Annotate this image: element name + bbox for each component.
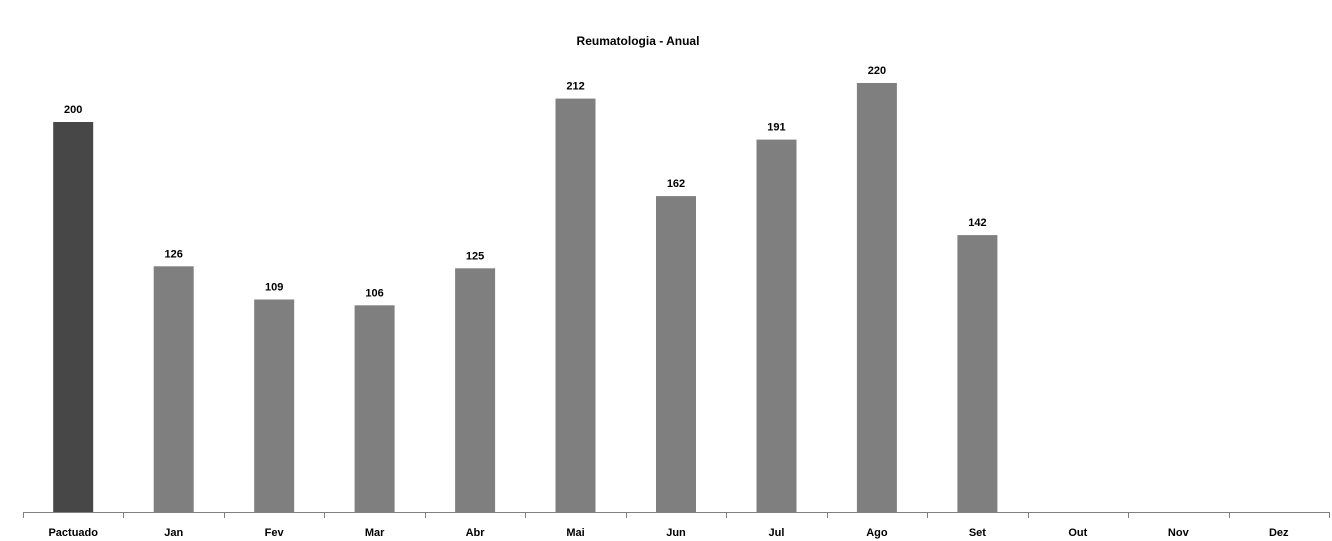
x-tick-label-pactuado: Pactuado [48, 527, 98, 539]
chart-title: Reumatologia - Anual [577, 34, 700, 48]
x-tick-label-nov: Nov [1168, 527, 1190, 539]
x-tick-label-dez: Dez [1269, 527, 1289, 539]
bar-jul [756, 139, 797, 512]
bar-ago [856, 83, 897, 512]
data-label-set: 142 [968, 217, 986, 229]
x-tick-label-out: Out [1068, 527, 1087, 539]
x-tick-label-mai: Mai [566, 527, 584, 539]
bar-mai [555, 98, 596, 512]
data-label-ago: 220 [868, 65, 886, 77]
x-tick-label-mar: Mar [365, 527, 385, 539]
x-tick-label-ago: Ago [866, 527, 888, 539]
bar-abr [455, 268, 496, 513]
bar-set [957, 235, 998, 512]
data-label-abr: 125 [466, 250, 484, 262]
data-label-mai: 212 [566, 81, 584, 93]
x-tick-label-jan: Jan [164, 527, 183, 539]
bar-jun [656, 196, 696, 512]
x-tick-label-fev: Fev [265, 527, 285, 539]
data-label-jul: 191 [767, 122, 785, 134]
data-label-fev: 109 [265, 282, 283, 294]
x-axis-tick-labels-group: Pactuado Jan Fev Mar Abr Mai Jun Jul Ago Set Out No… [48, 527, 1289, 539]
bar-pactuado [53, 122, 94, 512]
x-tick-label-set: Set [969, 527, 986, 539]
bars-group [53, 83, 998, 513]
x-tick-label-abr: Abr [466, 527, 486, 539]
data-label-mar: 106 [365, 287, 383, 299]
data-label-pactuado: 200 [64, 104, 82, 116]
x-tick-label-jul: Jul [769, 527, 785, 539]
bar-jan [153, 266, 194, 512]
x-tick-label-jun: Jun [666, 527, 686, 539]
bar-mar [354, 305, 395, 512]
data-label-jan: 126 [165, 248, 183, 260]
x-axis-ticks-group [23, 512, 1330, 518]
data-labels-group: 200 126 109 106 125 212 162 191 220 142 [64, 65, 987, 299]
data-label-jun: 162 [667, 178, 685, 190]
bar-fev [254, 299, 295, 512]
